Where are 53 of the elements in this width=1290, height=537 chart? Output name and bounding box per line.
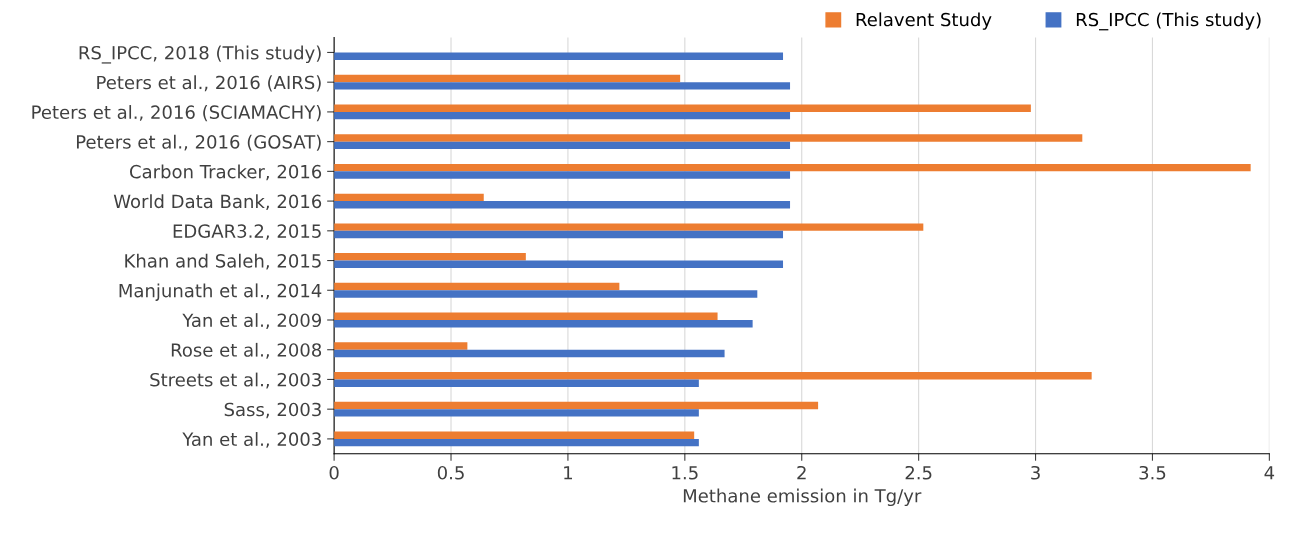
- y-tick-label: Rose et al., 2008: [171, 342, 322, 359]
- bar: [334, 134, 1083, 142]
- y-tick-label: Carbon Tracker, 2016: [129, 164, 322, 181]
- bar: [334, 409, 699, 417]
- y-tick-label: Peters et al., 2016 (GOSAT): [76, 134, 321, 151]
- bar: [334, 438, 699, 447]
- x-tick-label: 2.5: [905, 465, 932, 480]
- bar: [334, 401, 819, 410]
- y-tick-label: World Data Bank, 2016: [113, 194, 322, 211]
- bar: [334, 312, 718, 320]
- bar: [334, 82, 791, 90]
- x-tick-label: 3.5: [1139, 465, 1166, 480]
- y-tick-label: Yan et al., 2009: [182, 313, 322, 329]
- x-tick-label: 0.5: [437, 465, 464, 480]
- y-tick-label: EDGAR3.2, 2015: [173, 224, 321, 240]
- y-tick-label: Peters et al., 2016 (SCIAMACHY): [32, 105, 321, 122]
- bar: [334, 230, 784, 239]
- bar: [334, 171, 791, 179]
- x-tick-label: 4: [1264, 466, 1275, 480]
- x-axis-title: Methane emission in Tg/yr: [683, 488, 922, 507]
- bar: [334, 223, 924, 231]
- bar: [334, 349, 725, 358]
- x-tick-label: 1: [564, 466, 572, 480]
- bar: [334, 74, 681, 83]
- x-tick-label: 2: [797, 465, 806, 480]
- bar: [334, 163, 1251, 172]
- y-tick-label: Yan et al., 2003: [182, 432, 321, 448]
- y-tick-label: RS_IPCC, 2018 (This study): [79, 45, 321, 64]
- bar: [334, 260, 784, 268]
- bar: [334, 379, 699, 387]
- bar: [334, 282, 620, 291]
- bar: [334, 319, 753, 328]
- bar: [334, 201, 791, 209]
- bar: [334, 141, 791, 150]
- bar: [334, 372, 1092, 380]
- bar: [334, 290, 758, 298]
- bar: [334, 52, 784, 60]
- bar: [334, 253, 526, 261]
- y-tick-label: Khan and Saleh, 2015: [125, 253, 321, 270]
- x-tick-label: 3: [1031, 465, 1040, 480]
- y-tick-label: Sass, 2003: [224, 402, 321, 419]
- x-tick-label: 1.5: [672, 466, 698, 480]
- bar: [334, 104, 1031, 112]
- y-tick-label: Peters et al., 2016 (AIRS): [97, 75, 321, 92]
- x-tick-label: 0: [329, 465, 339, 480]
- y-tick-label: Manjunath et al., 2014: [119, 283, 322, 301]
- bar: [334, 111, 791, 120]
- bar: [334, 431, 695, 439]
- bar: [334, 193, 484, 202]
- legend-label: RS_IPCC (This study): [1076, 12, 1261, 31]
- y-tick-label: Streets et al., 2003: [150, 372, 321, 389]
- legend-label: Relavent Study: [856, 12, 992, 30]
- bar: [334, 342, 468, 350]
